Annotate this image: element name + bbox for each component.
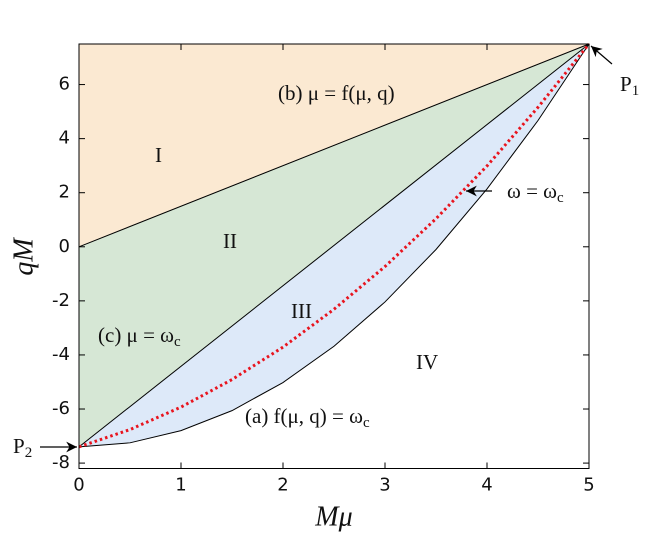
annotation: P2 (13, 434, 32, 462)
annotation-subscript: c (363, 415, 370, 431)
y-tick-label: 2 (59, 182, 70, 203)
x-tick-label: 3 (379, 475, 390, 496)
y-tick-label: -4 (52, 344, 70, 365)
curve (78, 43, 590, 248)
y-tick-label: -6 (52, 398, 70, 419)
y-axis-label: qM (8, 237, 39, 276)
annotation: (b) μ = f(μ, q) (278, 81, 395, 105)
annotation-subscript: 2 (25, 445, 33, 461)
annotation-text: (c) μ = ω (98, 323, 174, 347)
y-tick-label: -8 (52, 452, 70, 473)
x-tick-label: 0 (73, 475, 84, 496)
y-tick-label: -2 (52, 290, 70, 311)
annotation-subscript: c (174, 334, 181, 350)
annotation-text: ω = ω (507, 179, 557, 203)
x-tick-label: 4 (481, 475, 492, 496)
annotation: P1 (620, 72, 639, 100)
x-tick-label: 5 (583, 475, 594, 496)
y-tick-label: 4 (59, 128, 70, 149)
plot-frame (78, 43, 590, 469)
y-tick-label: 0 (59, 236, 70, 257)
annotation: (c) μ = ωc (98, 323, 181, 351)
annotation-text: P (620, 72, 632, 96)
annotation-text: (b) μ = f(μ, q) (278, 81, 395, 105)
y-tick-label: 6 (59, 74, 70, 95)
annotation-subscript: c (557, 190, 564, 206)
x-tick-label: 2 (277, 475, 288, 496)
annotation: III (291, 299, 312, 323)
arrow (590, 45, 613, 65)
annotation-text: IV (416, 350, 438, 374)
annotation: II (223, 229, 237, 253)
annotation: I (155, 143, 162, 167)
annotation-text: II (223, 229, 237, 253)
curve (78, 43, 590, 448)
curve (78, 43, 590, 448)
x-tick-label: 1 (175, 475, 186, 496)
annotation-text: P (13, 434, 25, 458)
annotation-text: I (155, 143, 162, 167)
annotation-text: (a) f(μ, q) = ω (245, 404, 363, 428)
curve (78, 43, 591, 449)
annotation: (a) f(μ, q) = ωc (245, 404, 370, 432)
x-axis-label: Mμ (314, 501, 352, 532)
annotation-text: III (291, 299, 312, 323)
annotation: IV (416, 350, 438, 374)
annotation: ω = ωc (507, 179, 564, 207)
annotation-subscript: 1 (632, 83, 640, 99)
